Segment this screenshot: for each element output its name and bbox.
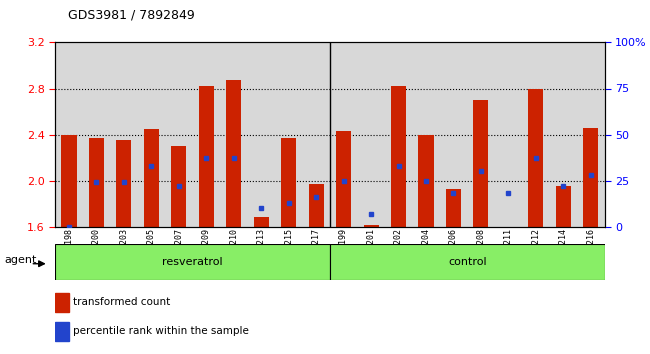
Bar (556, 186, 571, 227)
Bar (55, 322, 69, 341)
Bar (281, 138, 296, 227)
Bar (55, 293, 69, 312)
Bar (583, 128, 598, 227)
Bar (254, 217, 268, 227)
Bar (501, 227, 516, 270)
Bar (363, 225, 378, 227)
Bar (391, 86, 406, 227)
Text: percentile rank within the sample: percentile rank within the sample (73, 326, 249, 336)
Bar (89, 138, 104, 227)
Bar (62, 135, 77, 227)
Text: agent: agent (5, 255, 37, 265)
Bar (116, 140, 131, 227)
Bar (172, 146, 187, 227)
Text: transformed count: transformed count (73, 297, 170, 307)
Bar (528, 88, 543, 227)
Text: resveratrol: resveratrol (162, 257, 223, 267)
Bar (473, 100, 488, 227)
Bar (144, 129, 159, 227)
Bar (419, 135, 434, 227)
Bar (330, 244, 604, 280)
Bar (336, 131, 351, 227)
Bar (55, 244, 330, 280)
Bar (226, 80, 241, 227)
Bar (446, 189, 461, 227)
Bar (199, 86, 214, 227)
Text: control: control (448, 257, 486, 267)
Text: GDS3981 / 7892849: GDS3981 / 7892849 (68, 8, 195, 21)
Bar (309, 184, 324, 227)
